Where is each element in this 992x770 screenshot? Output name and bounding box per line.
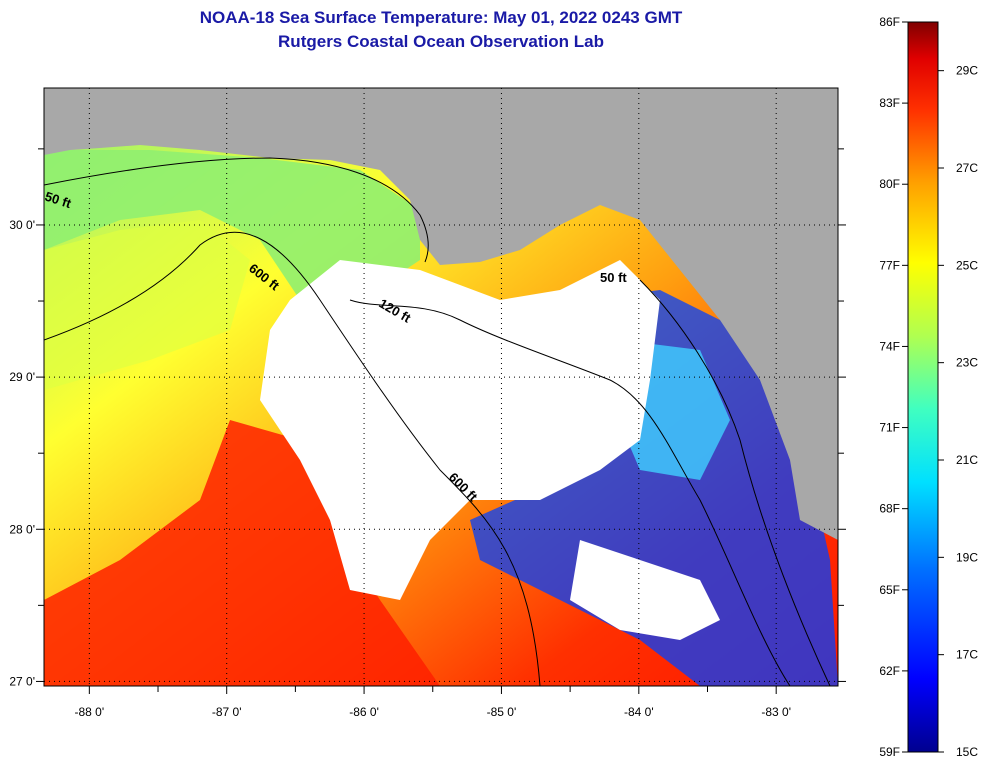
plot-frame [43,87,839,687]
colorbar-c-label: 25C [956,258,978,272]
colorbar-c-label: 15C [956,745,978,759]
lon-tick-label: -83 0' [761,705,791,719]
colorbar-c-label: 21C [956,453,978,467]
colorbar-f-label: 77F [879,258,900,272]
sst-cool-band [44,150,420,300]
lat-tick-label: 28 0' [9,522,35,536]
colorbar-c-label: 27C [956,161,978,175]
isobath-line-50ft-east [639,279,831,686]
sst-cold-region [470,290,838,686]
colorbar-labels: 86F 83F 80F 77F 74F 71F 68F 65F 62F 59F 29C 27C 25C 2… [879,15,978,759]
plot-area [44,88,838,686]
colorbar-f-label: 59F [879,745,900,759]
colorbar-c-label: 29C [956,64,978,78]
colorbar-f-label: 83F [879,96,900,110]
colorbar-f-label: 71F [879,421,900,435]
colorbar-f-label: 74F [879,339,900,353]
isobath-line-50ft-north [44,157,429,263]
lat-tick-label: 27 0' [9,674,35,688]
map-axes: -88 0' -87 0' -86 0' -85 0' -84 0' -83 0' 30 0… [9,148,846,719]
lat-tick-label: 30 0' [9,218,35,232]
colorbar-c-label: 23C [956,356,978,370]
colorbar [907,21,939,753]
colorbar-f-label: 80F [879,177,900,191]
cloud-cover [260,260,660,600]
isobath-label-50ft-east: 50 ft [600,270,627,285]
colorbar-f-label: 68F [879,502,900,516]
lon-tick-label: -86 0' [349,705,379,719]
colorbar-f-label: 62F [879,664,900,678]
lon-tick-label: -85 0' [487,705,517,719]
colorbar-f-label: 86F [879,15,900,29]
land-mass [44,88,838,540]
colorbar-c-label: 19C [956,550,978,564]
colorbar-c-label: 17C [956,648,978,662]
lon-tick-label: -88 0' [75,705,105,719]
sst-mid-band [44,220,250,390]
isobath-line-120ft [349,299,791,686]
map-title: NOAA-18 Sea Surface Temperature: May 01,… [199,8,683,27]
lon-tick-label: -84 0' [624,705,654,719]
colorbar-f-label: 65F [879,583,900,597]
lon-tick-label: -87 0' [212,705,242,719]
sst-warm-region [44,420,440,686]
map-subtitle: Rutgers Coastal Ocean Observation Lab [278,32,604,51]
lat-tick-label: 29 0' [9,370,35,384]
isobath-line-600ft [44,231,541,686]
cloud-patch [570,540,720,640]
